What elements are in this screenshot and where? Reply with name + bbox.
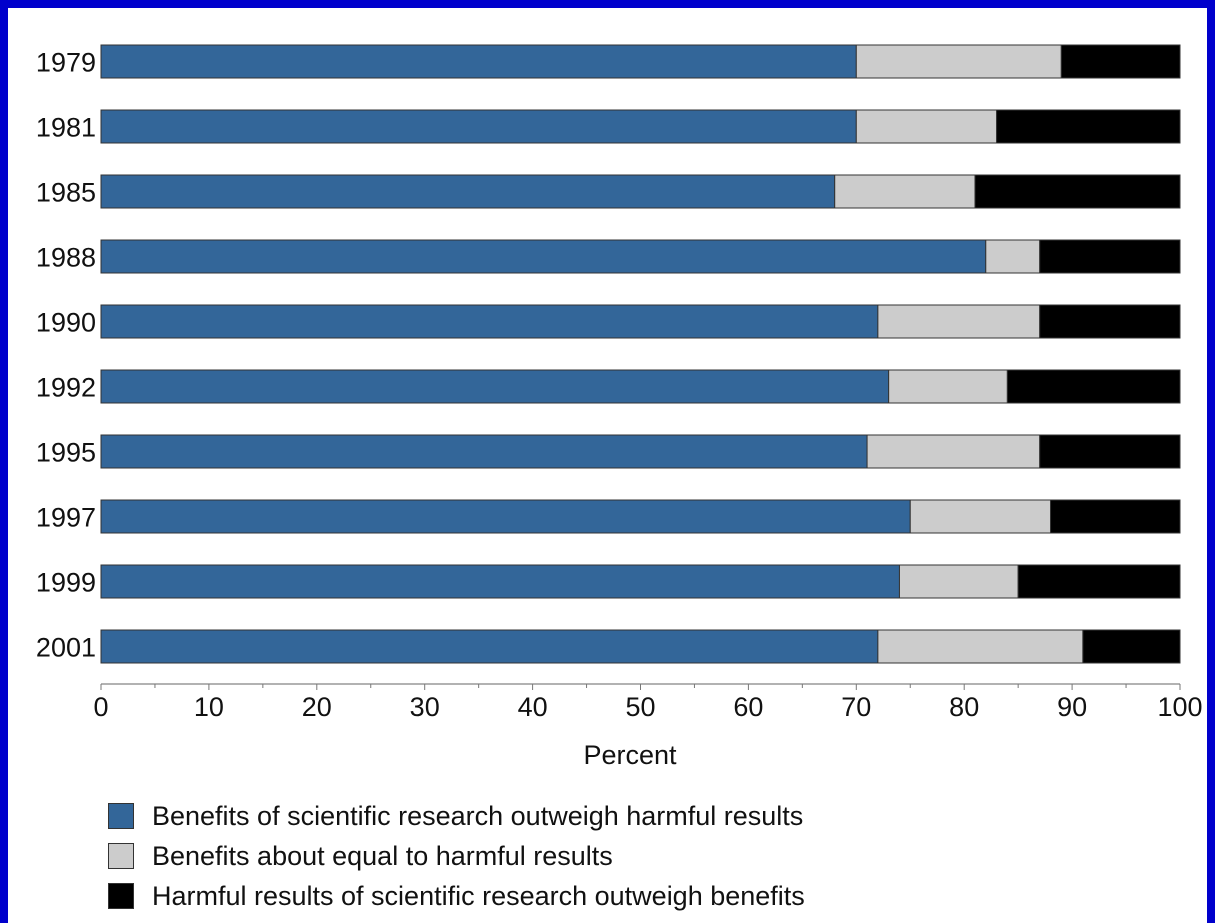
bar-1990-series-1 — [100, 304, 879, 339]
chart-panel: 1979 1981 1985 1988 1990 1992 1995 1997 1999 2001… — [8, 8, 1207, 923]
legend-label-2: Benefits about equal to harmful results — [152, 840, 613, 871]
x-tick-label-90: 90 — [1057, 692, 1087, 722]
x-tick-label-50: 50 — [625, 692, 655, 722]
bar-1995-series-3 — [1039, 434, 1181, 469]
bar-1992-series-2 — [888, 369, 1008, 404]
bar-1999-series-2 — [898, 564, 1019, 599]
bar-2001-series-1 — [100, 629, 879, 664]
category-label-1992: 1992 — [36, 373, 96, 403]
bar-1992-series-3 — [1006, 369, 1181, 404]
bar-1995-series-2 — [866, 434, 1041, 469]
bar-1999-series-3 — [1017, 564, 1181, 599]
bar-1981-series-1 — [100, 109, 857, 144]
bar-1985-series-3 — [974, 174, 1181, 209]
x-tick-label-100: 100 — [1157, 692, 1202, 722]
x-tick-label-40: 40 — [518, 692, 548, 722]
bar-1990-series-3 — [1039, 304, 1181, 339]
category-label-1990: 1990 — [36, 308, 96, 338]
bar-1979-series-3 — [1060, 44, 1181, 79]
legend-label-1: Benefits of scientific research outweigh… — [152, 800, 804, 831]
bar-1988-series-1 — [100, 239, 987, 274]
legend: Benefits of scientific research outweigh… — [108, 796, 805, 916]
legend-label-3: Harmful results of scientific research o… — [152, 880, 805, 911]
bar-1988-series-3 — [1039, 239, 1181, 274]
bar-1997-series-3 — [1050, 499, 1181, 534]
legend-item-1: Benefits of scientific research outweigh… — [108, 796, 805, 836]
legend-swatch-2 — [108, 843, 134, 869]
category-label-2001: 2001 — [36, 633, 96, 663]
x-tick-label-70: 70 — [841, 692, 871, 722]
x-tick-label-60: 60 — [733, 692, 763, 722]
category-label-1988: 1988 — [36, 243, 96, 273]
bar-2001-series-2 — [877, 629, 1084, 664]
category-label-1985: 1985 — [36, 178, 96, 208]
category-label-1981: 1981 — [36, 113, 96, 143]
stacked-bar-chart: 1979198119851988199019921995199719992001… — [36, 44, 1203, 770]
legend-item-2: Benefits about equal to harmful results — [108, 836, 805, 876]
x-tick-label-0: 0 — [93, 692, 108, 722]
category-labels: 1979 1981 1985 1988 1990 1992 1995 1997 1999 2001 — [36, 48, 96, 663]
x-tick-label-20: 20 — [302, 692, 332, 722]
bar-1979-series-1 — [100, 44, 857, 79]
bars-layer — [100, 44, 1181, 664]
bar-1988-series-2 — [985, 239, 1041, 274]
bar-1981-series-3 — [996, 109, 1181, 144]
category-label-1997: 1997 — [36, 503, 96, 533]
bar-1990-series-2 — [877, 304, 1041, 339]
legend-swatch-3 — [108, 883, 134, 909]
bar-1981-series-2 — [855, 109, 998, 144]
x-tick-label-30: 30 — [410, 692, 440, 722]
category-label-1995: 1995 — [36, 438, 96, 468]
x-tick-label-10: 10 — [194, 692, 224, 722]
category-label-1979: 1979 — [36, 48, 96, 78]
x-axis: 0 10 20 30 40 50 60 70 80 90 100 — [93, 683, 1203, 722]
bar-1995-series-1 — [100, 434, 868, 469]
bar-1997-series-1 — [100, 499, 911, 534]
bar-2001-series-3 — [1082, 629, 1181, 664]
x-tick-label-80: 80 — [949, 692, 979, 722]
bar-1979-series-2 — [855, 44, 1062, 79]
bar-1992-series-1 — [100, 369, 890, 404]
legend-item-3: Harmful results of scientific research o… — [108, 876, 805, 916]
bar-1985-series-2 — [834, 174, 976, 209]
x-axis-title: Percent — [583, 740, 677, 770]
bar-1999-series-1 — [100, 564, 900, 599]
legend-swatch-1 — [108, 803, 134, 829]
category-label-1999: 1999 — [36, 568, 96, 598]
bar-1985-series-1 — [100, 174, 836, 209]
bar-1997-series-2 — [909, 499, 1052, 534]
